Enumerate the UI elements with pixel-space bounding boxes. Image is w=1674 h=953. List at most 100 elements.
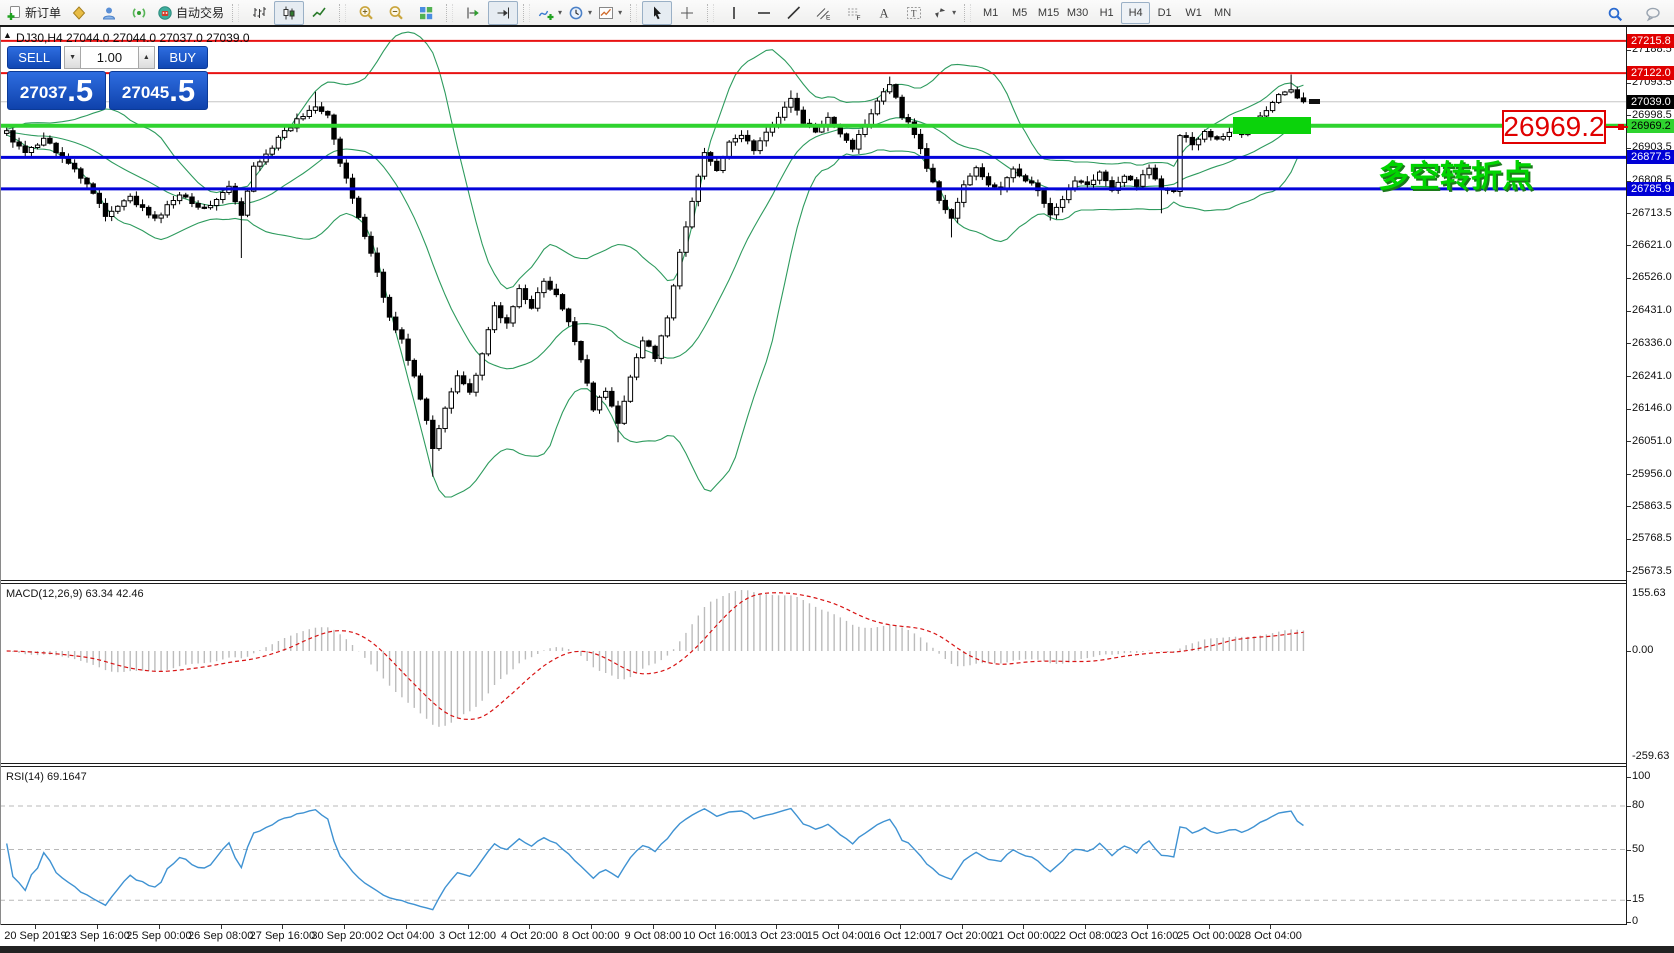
equidistant-channel-button[interactable]: E [809,1,839,25]
svg-text:A: A [880,6,889,20]
indicators-button[interactable]: ▾ [535,1,565,25]
one-click-trading-panel: SELL ▼ 1.00 ▲ BUY 27037.5 27045.5 [7,46,208,110]
timeframe-m1-button[interactable]: M1 [976,2,1005,24]
panel-collapse-arrow[interactable]: ▲ [3,30,12,40]
candlestick-svg[interactable] [0,27,1626,580]
dropdown-arrow-icon[interactable]: ▾ [952,8,957,17]
sell-button[interactable]: SELL [7,46,62,69]
time-tick-label: 15 Oct 04:00 [806,930,870,942]
crosshair-button[interactable] [672,1,702,25]
timeframe-d1-button[interactable]: D1 [1150,2,1179,24]
time-axis[interactable]: 20 Sep 2019 23 Sep 16:00 25 Sep 00:00 26 Se… [0,925,1674,946]
buy-price-display[interactable]: 27045.5 [109,71,208,110]
price-axis[interactable]: 27188.5 27093.5 26998.5 26903.5 26808.5 26713… [1627,27,1674,927]
text-icon: A [880,6,889,20]
trendline-button[interactable] [779,1,809,25]
timeframe-w1-button[interactable]: W1 [1179,2,1208,24]
auto-scroll-button[interactable] [458,1,488,25]
timeframe-mn-button[interactable]: MN [1208,2,1237,24]
toolbar-group-zoom [348,0,444,25]
axis-tick [1627,408,1631,410]
tile-windows-button[interactable] [411,1,441,25]
timeframe-h1-button[interactable]: H1 [1092,2,1121,24]
timeframe-m15-button[interactable]: M15 [1034,2,1063,24]
macd-pane[interactable] [0,584,1626,763]
macd-axis-label: 155.63 [1632,587,1666,599]
price-tick-label: 25673.5 [1632,564,1672,577]
zoom-in-button[interactable] [351,1,381,25]
vertical-line-button[interactable] [719,1,749,25]
periods-icon [569,6,583,19]
pane-separator[interactable] [0,763,1674,764]
price-tick-label: 25956.0 [1632,467,1672,480]
toolbar-separator [232,3,240,22]
sell-price-display[interactable]: 27037.5 [7,71,106,110]
current-price-pointer [1309,99,1320,104]
templates-button[interactable]: ▾ [595,1,625,25]
pane-separator[interactable] [0,766,1674,767]
time-tick [1270,925,1272,929]
time-tick [1208,925,1210,929]
pivot-note-text[interactable]: 多空转折点 [1378,159,1533,194]
pane-separator[interactable] [0,580,1674,581]
toolbar-separator [523,3,531,22]
search-button[interactable] [1600,2,1630,26]
time-tick-label: 4 Oct 20:00 [500,930,558,942]
price-badge: 26969.2 [1627,118,1674,133]
chart-shift-button[interactable] [488,0,519,25]
macd-label: MACD(12,26,9) 63.34 42.46 [6,588,144,600]
new-order-button[interactable]: 新订单 [3,1,64,25]
cursor-button[interactable] [642,0,673,25]
toolbar-separator [630,3,638,22]
time-tick-label: 22 Oct 08:00 [1053,930,1117,942]
rsi-axis-label: 0 [1632,915,1639,927]
volume-input[interactable]: 1.00 [80,46,139,69]
price-tick-label: 26336.0 [1632,336,1672,349]
rsi-pane[interactable] [0,767,1626,924]
price-callout-box[interactable]: 26969.2 [1502,110,1606,144]
macd-svg[interactable] [0,584,1626,763]
timeframe-h4-button[interactable]: H4 [1121,1,1151,24]
highlight-rectangle[interactable] [1233,117,1311,134]
time-tick [405,925,407,929]
price-badge: 26877.5 [1627,150,1674,165]
buy-button[interactable]: BUY [157,46,208,69]
chat-button[interactable] [1638,2,1668,26]
tile-windows-icon [420,6,433,19]
sell-price-main: 27037 [19,83,68,102]
dropdown-arrow-icon[interactable]: ▾ [588,8,593,17]
volume-decrease-button[interactable]: ▼ [64,46,81,69]
time-tick-label: 28 Oct 04:00 [1238,930,1302,942]
dropdown-arrow-icon[interactable]: ▾ [618,8,623,17]
time-tick-label: 30 Sep 20:00 [311,930,377,942]
price-tick-label: 26051.0 [1632,434,1672,447]
timeframe-m30-button[interactable]: M30 [1063,2,1092,24]
indicators-icon [538,10,554,20]
horizontal-line-button[interactable] [749,1,779,25]
text-button[interactable]: A [869,1,899,25]
autotrading-button[interactable]: 自动交易 [154,1,227,25]
timeframe-m5-button[interactable]: M5 [1005,2,1034,24]
toolbar-group-scroll [455,0,521,25]
pane-separator[interactable] [0,583,1674,584]
time-tick [97,925,99,929]
text-label-button[interactable]: T [899,1,929,25]
candlestick-chart-pane[interactable] [0,27,1626,580]
rsi-svg[interactable] [0,767,1626,924]
candlestick-button[interactable] [274,0,305,25]
community-button[interactable] [94,1,124,25]
fibonacci-button[interactable]: F [839,1,869,25]
periods-button[interactable]: ▾ [565,1,595,25]
time-tick [776,925,778,929]
arrows-button[interactable]: ▾ [929,1,959,25]
volume-increase-button[interactable]: ▲ [138,46,155,69]
time-tick-label: 9 Oct 08:00 [624,930,682,942]
bar-chart-button[interactable] [244,1,274,25]
signals-button[interactable] [124,1,154,25]
profile-button[interactable] [64,1,94,25]
line-chart-button[interactable] [304,1,334,25]
zoom-out-button[interactable] [381,1,411,25]
time-tick-label: 13 Oct 23:00 [744,930,808,942]
dropdown-arrow-icon[interactable]: ▾ [558,8,563,17]
time-tick [652,925,654,929]
